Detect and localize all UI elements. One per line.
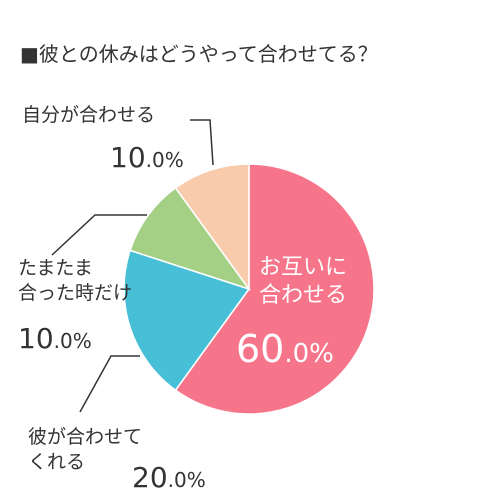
leader-line-self bbox=[190, 119, 214, 166]
chart-title: ■彼との休みはどうやって合わせてる？ bbox=[20, 42, 378, 66]
slice-label-coincidence-line2: 合った時だけ bbox=[18, 282, 133, 304]
slice-percent-coincidence: 10.0% bbox=[18, 322, 92, 355]
slice-label-mutual-line1: お互いに bbox=[259, 255, 348, 280]
slice-label-coincidence-line1: たまたま bbox=[18, 257, 93, 279]
leader-line-coincidence bbox=[51, 214, 147, 256]
slice-label-boyfriend: 彼が合わせて くれる bbox=[28, 425, 142, 475]
slice-label-self: 自分が合わせる bbox=[22, 104, 156, 126]
pie-slice-self bbox=[174, 163, 250, 292]
slice-label-coincidence: たまたま 合った時だけ bbox=[18, 256, 132, 306]
leader-line-boyfriend bbox=[79, 355, 140, 413]
slice-label-boyfriend-line2: くれる bbox=[28, 451, 86, 473]
pie-slice-boyfriend bbox=[123, 249, 251, 392]
slice-percent-self: 10.0% bbox=[110, 141, 184, 174]
slice-label-mutual-line2: 合わせる bbox=[259, 283, 348, 308]
slice-percent-mutual: 60.0% bbox=[236, 327, 334, 371]
pie-slice-coincidence bbox=[129, 186, 251, 291]
slice-percent-boyfriend: 20.0% bbox=[132, 461, 206, 494]
pie-slice-mutual bbox=[174, 163, 375, 415]
slice-label-mutual: お互いに 合わせる bbox=[259, 254, 347, 310]
slice-label-boyfriend-line1: 彼が合わせて bbox=[28, 426, 143, 448]
